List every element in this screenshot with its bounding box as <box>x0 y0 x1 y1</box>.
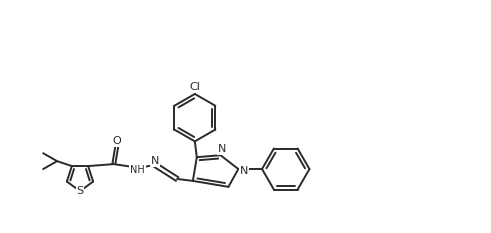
Text: O: O <box>112 136 121 146</box>
Text: NH: NH <box>130 165 145 175</box>
Text: N: N <box>218 144 227 154</box>
Text: Cl: Cl <box>190 82 200 92</box>
Text: N: N <box>240 166 248 176</box>
Text: N: N <box>151 156 160 166</box>
Text: S: S <box>77 186 83 196</box>
